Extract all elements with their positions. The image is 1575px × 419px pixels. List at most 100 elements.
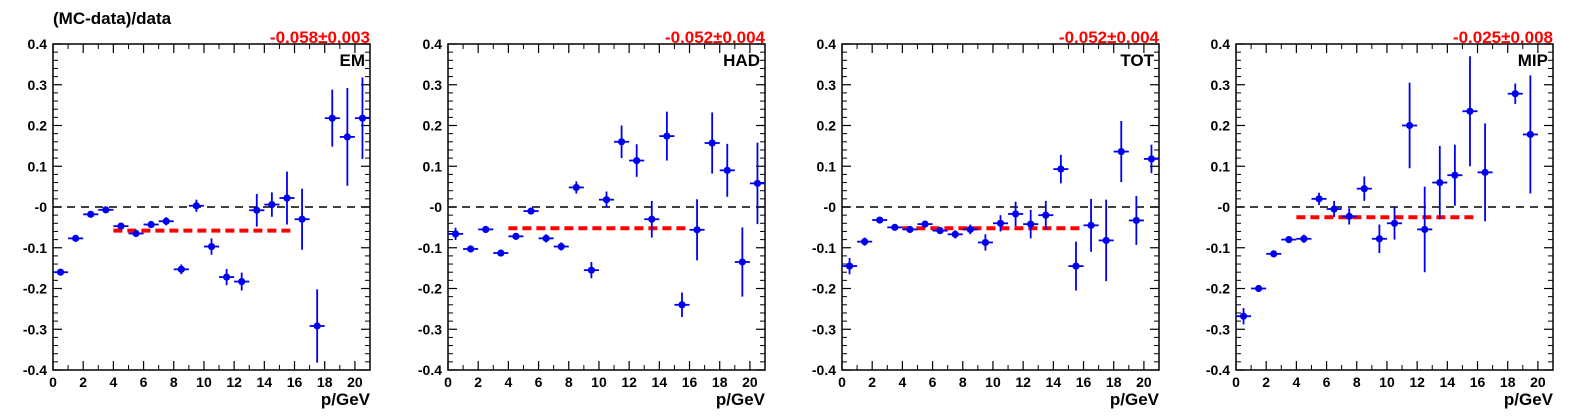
data-point	[238, 277, 246, 286]
data-point	[617, 138, 626, 146]
data-point	[1390, 219, 1399, 227]
data-point	[876, 216, 884, 224]
x-tick-label: 18	[712, 374, 728, 390]
data-point	[1239, 312, 1248, 320]
data-point	[497, 249, 505, 257]
y-tick-label: -0.1	[812, 240, 836, 256]
y-tick-label: 0.1	[817, 158, 837, 174]
data-point	[72, 234, 80, 242]
data-point	[527, 207, 535, 215]
y-tick-label: 0.3	[1211, 77, 1231, 93]
data-point	[192, 202, 201, 210]
x-tick-label: 10	[591, 374, 607, 390]
data-point	[1421, 225, 1429, 234]
data-point	[512, 232, 520, 240]
data-point	[207, 242, 216, 251]
data-point	[693, 226, 701, 234]
x-tick-label: 8	[565, 374, 573, 390]
y-tick-label: -0	[824, 199, 837, 215]
data-point	[162, 217, 170, 225]
data-point	[906, 225, 914, 234]
x-tick-label: 0	[838, 374, 846, 390]
x-tick-label: 2	[474, 374, 482, 390]
data-point	[253, 206, 261, 214]
y-tick-label: -0.3	[1206, 321, 1230, 337]
x-tick-label: 6	[1323, 374, 1331, 390]
x-tick-label: 10	[196, 374, 212, 390]
x-tick-label: 20	[347, 374, 363, 390]
data-point	[1057, 165, 1065, 173]
x-axis-title: p/GeV	[1504, 390, 1554, 409]
data-point	[1451, 171, 1459, 179]
x-tick-label: 12	[1015, 374, 1031, 390]
x-axis-title: p/GeV	[716, 390, 766, 409]
data-point	[328, 114, 336, 122]
data-point	[663, 132, 671, 140]
data-point	[981, 238, 990, 247]
data-point	[1117, 147, 1125, 156]
data-point	[1526, 130, 1534, 139]
data-point	[996, 219, 1005, 227]
data-point	[467, 245, 475, 253]
x-tick-label: 4	[504, 374, 512, 390]
y-tick-label: 0.2	[1211, 118, 1231, 134]
data-point	[1285, 236, 1293, 244]
x-tick-label: 14	[1046, 374, 1062, 390]
fit-result-text: -0.052±0.004	[1059, 28, 1160, 47]
data-point	[678, 301, 686, 309]
x-tick-label: 4	[898, 374, 906, 390]
y-tick-label: 0.1	[28, 158, 48, 174]
data-point	[1147, 155, 1156, 163]
data-point	[87, 210, 95, 218]
data-point	[117, 222, 125, 230]
data-point	[648, 215, 656, 223]
data-point	[132, 229, 140, 238]
x-tick-label: 12	[621, 374, 637, 390]
x-tick-label: 8	[959, 374, 967, 390]
x-tick-label: 10	[985, 374, 1001, 390]
y-tick-label: -0	[430, 199, 443, 215]
y-tick-label: -0.3	[23, 321, 47, 337]
y-tick-label: -0.3	[812, 321, 836, 337]
y-tick-label: -0.4	[418, 362, 442, 378]
data-point	[451, 230, 460, 238]
data-point	[298, 215, 306, 223]
x-tick-label: 12	[1409, 374, 1425, 390]
y-tick-label: 0.3	[28, 77, 48, 93]
x-tick-label: 18	[1500, 374, 1516, 390]
x-tick-label: 12	[226, 374, 242, 390]
x-tick-label: 0	[444, 374, 452, 390]
y-tick-label: -0	[1218, 199, 1231, 215]
panel-label: MIP	[1518, 51, 1548, 70]
x-tick-label: 14	[257, 374, 273, 390]
x-axis-title: p/GeV	[321, 390, 371, 409]
panel-tot: -0.4 -0.3 -0.2 -0.1 -0 0.1 0.2 0.3 0.4 0 2 4 6 8 10 12 1…	[812, 28, 1160, 409]
y-tick-label: 0.2	[28, 118, 48, 134]
x-tick-label: 0	[49, 374, 57, 390]
data-point	[557, 242, 565, 251]
x-tick-label: 4	[109, 374, 117, 390]
data-point	[753, 179, 762, 187]
data-point	[602, 196, 611, 204]
panel-label: TOT	[1120, 51, 1154, 70]
x-tick-label: 0	[1232, 374, 1240, 390]
x-tick-label: 2	[79, 374, 87, 390]
data-point	[1375, 235, 1384, 243]
y-axis-title: (MC-data)/data	[53, 9, 172, 28]
data-point	[1102, 236, 1110, 245]
y-tick-label: -0.1	[418, 240, 442, 256]
data-point	[542, 234, 550, 242]
data-point	[482, 225, 490, 234]
data-point	[1027, 220, 1035, 228]
x-tick-label: 14	[652, 374, 668, 390]
y-tick-label: -0	[35, 199, 48, 215]
data-point	[966, 225, 974, 234]
x-tick-label: 14	[1440, 374, 1456, 390]
data-point	[1011, 210, 1020, 218]
data-point	[1132, 216, 1140, 225]
data-point	[1330, 205, 1338, 213]
data-point	[1072, 262, 1080, 270]
y-tick-label: 0.4	[817, 36, 837, 52]
panel-em: -0.4 -0.3 -0.2 -0.1 -0 0.1 0.2 0.3 0.4 0 2 4 6 8 10 12 1…	[23, 28, 371, 409]
data-point	[1315, 195, 1323, 203]
